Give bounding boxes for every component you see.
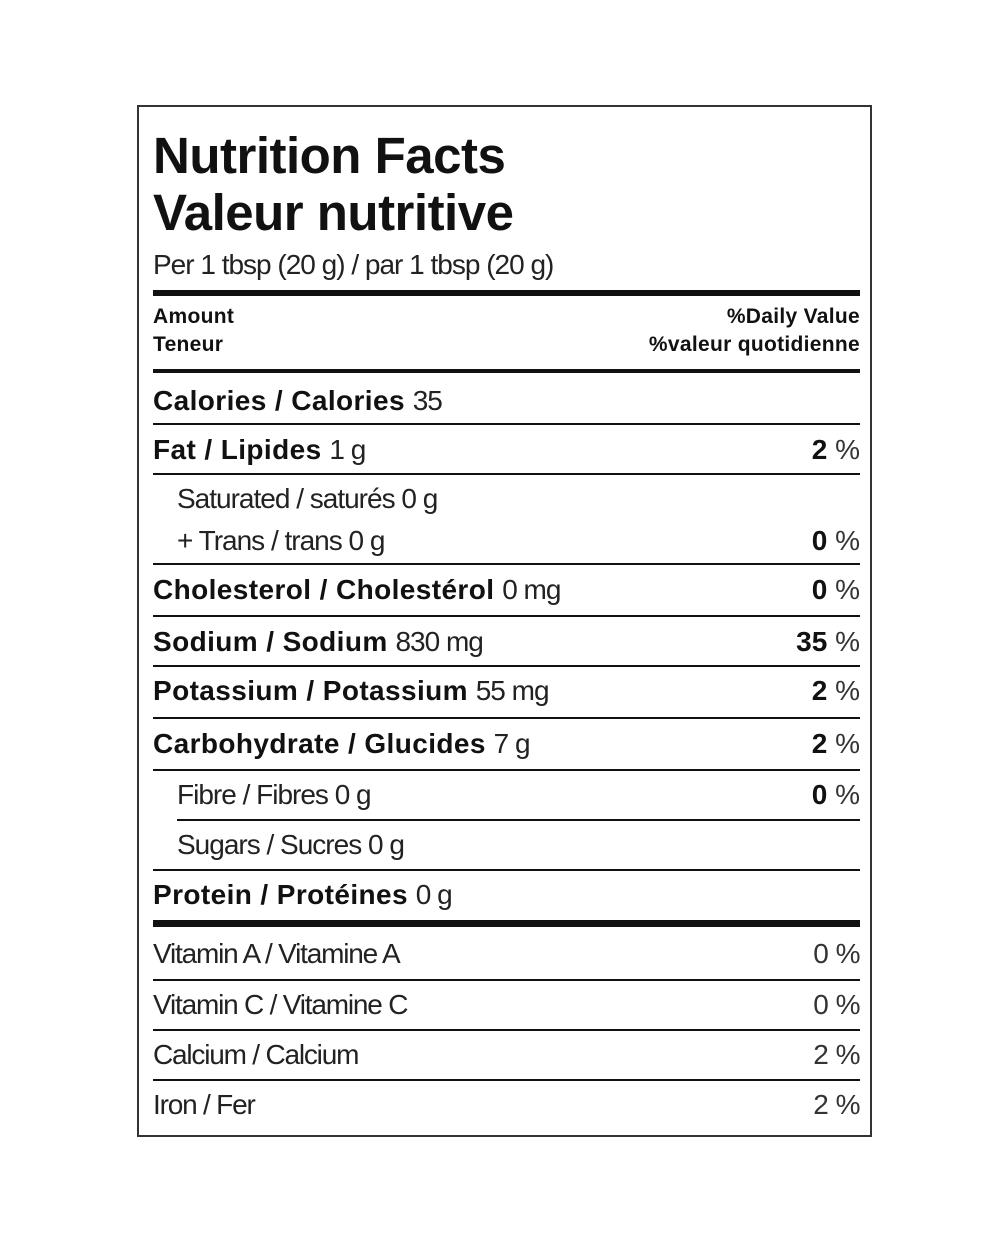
vitamin-a-label: Vitamin A / Vitamine A: [153, 938, 401, 969]
fat-amount: 1 g: [329, 434, 366, 465]
divider: [153, 473, 860, 475]
cholesterol-row: Cholesterol / Cholestérol 0 mg 0 %: [153, 565, 860, 615]
vitamin-row: Calcium / Calcium 2 %: [153, 1031, 860, 1079]
fat-row: Fat / Lipides 1 g 2 %: [153, 425, 860, 473]
divider: [153, 1029, 860, 1031]
fibre-pct: 0: [811, 779, 828, 810]
calcium-pct: 2 %: [813, 1039, 860, 1070]
saturated-row: Saturated / saturés 0 g: [153, 477, 860, 521]
teneur-label: Teneur: [153, 333, 224, 356]
trans-row: + Trans / trans 0 g 0 %: [153, 519, 860, 563]
protein-row: Protein / Protéines 0 g: [153, 871, 860, 919]
pct-unit: %: [835, 626, 860, 657]
divider: [153, 563, 860, 565]
cholesterol-label: Cholesterol / Cholestérol: [153, 574, 495, 605]
sodium-label: Sodium / Sodium: [153, 626, 388, 657]
sodium-pct: 35: [796, 626, 828, 657]
vitamin-c-pct: 0 %: [813, 989, 860, 1020]
fibre-label: Fibre / Fibres 0 g: [177, 779, 372, 810]
vitamin-a-pct: 0 %: [813, 938, 860, 969]
potassium-amount: 55 mg: [475, 675, 550, 706]
column-header: Amount Teneur %Daily Value %valeur quoti…: [153, 303, 860, 361]
pct-unit: %: [835, 779, 860, 810]
nutrition-facts-table: Nutrition Facts Valeur nutritive Per 1 t…: [137, 105, 872, 1137]
trans-pct: 0: [811, 525, 828, 556]
serving-size: Per 1 tbsp (20 g) / par 1 tbsp (20 g): [153, 249, 554, 280]
carbohydrate-pct: 2: [811, 728, 828, 759]
trans-label: + Trans / trans 0 g: [177, 525, 385, 556]
fibre-row: Fibre / Fibres 0 g 0 %: [153, 771, 860, 819]
divider: [153, 369, 860, 373]
pct-unit: %: [835, 728, 860, 759]
title-fr: Valeur nutritive: [153, 184, 514, 241]
sugars-row: Sugars / Sucres 0 g: [153, 821, 860, 869]
divider: [153, 1079, 860, 1081]
sodium-amount: 830 mg: [395, 626, 483, 657]
calories-row: Calories / Calories 35: [153, 377, 860, 427]
cholesterol-pct: 0: [811, 574, 828, 605]
thick-divider: [153, 290, 860, 296]
pct-unit: %: [835, 525, 860, 556]
divider: [153, 869, 860, 871]
potassium-label: Potassium / Potassium: [153, 675, 468, 706]
divider: [177, 819, 860, 821]
fat-label: Fat / Lipides: [153, 434, 322, 465]
sugars-label: Sugars / Sucres 0 g: [177, 829, 405, 860]
vitamin-row: Iron / Fer 2 %: [153, 1081, 860, 1129]
vitamin-row: Vitamin A / Vitamine A 0 %: [153, 929, 860, 979]
carbohydrate-label: Carbohydrate / Glucides: [153, 728, 486, 759]
potassium-pct: 2: [811, 675, 828, 706]
saturated-label: Saturated / saturés 0 g: [177, 483, 438, 514]
vitamin-c-label: Vitamin C / Vitamine C: [153, 989, 408, 1020]
protein-label: Protein / Protéines: [153, 879, 408, 910]
vitamin-row: Vitamin C / Vitamine C 0 %: [153, 981, 860, 1029]
potassium-row: Potassium / Potassium 55 mg 2 %: [153, 667, 860, 717]
title: Nutrition Facts Valeur nutritive: [153, 127, 514, 241]
calories-label: Calories / Calories: [153, 385, 405, 416]
divider: [153, 717, 860, 719]
daily-value-label: %Daily Value: [726, 305, 860, 328]
divider: [153, 615, 860, 617]
iron-pct: 2 %: [813, 1089, 860, 1120]
divider: [153, 423, 860, 425]
pct-unit: %: [835, 434, 860, 465]
iron-label: Iron / Fer: [153, 1089, 256, 1120]
carbohydrate-amount: 7 g: [493, 728, 531, 759]
divider: [153, 769, 860, 771]
calories-value: 35: [412, 385, 443, 416]
pct-unit: %: [835, 574, 860, 605]
fat-pct: 2: [811, 434, 828, 465]
divider: [153, 979, 860, 981]
valeur-quotidienne-label: %valeur quotidienne: [648, 333, 860, 356]
sodium-row: Sodium / Sodium 830 mg 35 %: [153, 617, 860, 665]
protein-amount: 0 g: [415, 879, 453, 910]
calcium-label: Calcium / Calcium: [153, 1039, 359, 1070]
carbohydrate-row: Carbohydrate / Glucides 7 g 2 %: [153, 719, 860, 769]
thick-divider: [153, 920, 860, 927]
title-en: Nutrition Facts: [153, 127, 506, 184]
divider: [153, 665, 860, 667]
pct-unit: %: [835, 675, 860, 706]
amount-label: Amount: [153, 305, 235, 328]
cholesterol-amount: 0 mg: [502, 574, 561, 605]
